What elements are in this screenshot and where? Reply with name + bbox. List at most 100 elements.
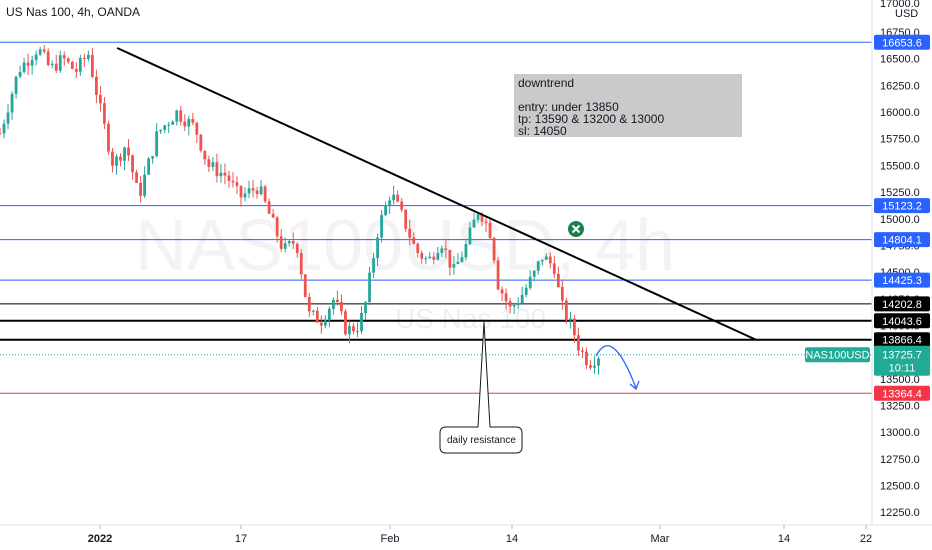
candle (520, 286, 524, 305)
time-axis[interactable]: 2022 17 Feb 14 Mar 14 22 (88, 525, 872, 545)
candle (14, 75, 18, 99)
candle (38, 46, 42, 57)
candle (155, 123, 159, 158)
price-tag-4: 14202.8 (874, 296, 930, 312)
daily-resistance-callout[interactable]: daily resistance (439, 321, 523, 454)
candle (544, 253, 548, 260)
candle (388, 196, 392, 215)
svg-text:14425.3: 14425.3 (882, 275, 922, 287)
candle (207, 155, 211, 173)
candle (564, 297, 568, 324)
candle (356, 322, 359, 338)
svg-text:14804.1: 14804.1 (882, 235, 922, 247)
x-tick-label: 14 (778, 533, 790, 545)
candles (0, 45, 600, 375)
candle (143, 166, 147, 199)
candle (199, 134, 203, 153)
candle (488, 219, 492, 239)
svg-text:13364.4: 13364.4 (882, 388, 922, 400)
candle (340, 294, 343, 316)
candle (82, 53, 86, 68)
y-tick-label: 15750.0 (880, 134, 920, 146)
candle (211, 157, 215, 171)
candle (34, 50, 38, 66)
note-line-4: tp: 13590 & 13200 & 13000 (518, 112, 664, 126)
candle (163, 124, 167, 134)
candle (444, 239, 448, 259)
y-tick-label: 13000.0 (880, 427, 920, 439)
candle (464, 240, 468, 261)
candle (115, 154, 118, 175)
trendline-layer (116, 47, 757, 341)
y-tick-label: 16500.0 (880, 54, 920, 66)
candle (267, 198, 271, 215)
callout-bubble (439, 321, 523, 454)
candle (18, 65, 22, 79)
candle (585, 347, 588, 369)
candle (30, 55, 34, 75)
close-icon[interactable] (568, 221, 584, 237)
y-tick-label: 13500.0 (880, 374, 920, 386)
candle (436, 246, 440, 261)
price-tag-3: 14425.3 (874, 272, 930, 288)
candle (203, 150, 207, 166)
candle (372, 252, 375, 279)
candle (2, 119, 6, 139)
candle (179, 105, 183, 126)
candle (6, 104, 10, 130)
candle (299, 249, 303, 280)
candle (0, 127, 2, 135)
candle (492, 236, 496, 264)
svg-text:14043.6: 14043.6 (882, 316, 922, 328)
candle (504, 288, 508, 310)
candle (111, 147, 114, 173)
y-tick-label: 15250.0 (880, 187, 920, 199)
candle (424, 256, 428, 265)
candle (62, 51, 66, 66)
candle (512, 302, 516, 315)
y-tick-label: 17000.0 (880, 0, 920, 10)
candle (572, 314, 576, 343)
candle (331, 297, 335, 315)
strategy-note[interactable]: downtrend entry: under 13850 tp: 13590 &… (514, 74, 742, 138)
candle (42, 45, 46, 54)
candle (404, 209, 408, 233)
price-tag-0: 16653.6 (874, 34, 930, 50)
note-line-3: entry: under 13850 (518, 100, 619, 114)
candle (368, 266, 371, 306)
candle (223, 163, 227, 185)
candle (319, 315, 323, 334)
price-axis-background[interactable] (872, 0, 932, 525)
candle (279, 229, 283, 252)
note-line-5: sl: 14050 (518, 124, 567, 138)
candle (315, 307, 319, 323)
candle (548, 252, 552, 269)
candle (440, 245, 444, 258)
candle (560, 279, 564, 310)
candle (66, 57, 70, 64)
callout-text: daily resistance (447, 435, 516, 446)
candle (593, 356, 596, 374)
y-tick-label: 12250.0 (880, 507, 920, 519)
candle (468, 221, 472, 246)
candle (416, 242, 420, 258)
candle (251, 179, 255, 198)
svg-text:13725.7: 13725.7 (882, 350, 922, 362)
candle (90, 47, 94, 79)
y-tick-label: 13250.0 (880, 400, 920, 412)
svg-text:15123.2: 15123.2 (882, 201, 922, 213)
candle (400, 198, 404, 213)
candle (589, 360, 592, 371)
candle (95, 69, 98, 104)
svg-text:13866.4: 13866.4 (882, 335, 922, 347)
candle (151, 155, 155, 164)
candle (384, 201, 388, 216)
candle (10, 91, 14, 120)
candle (452, 255, 456, 275)
candle (99, 86, 102, 112)
candle (74, 62, 78, 78)
candle (283, 237, 287, 253)
candle (577, 327, 580, 356)
